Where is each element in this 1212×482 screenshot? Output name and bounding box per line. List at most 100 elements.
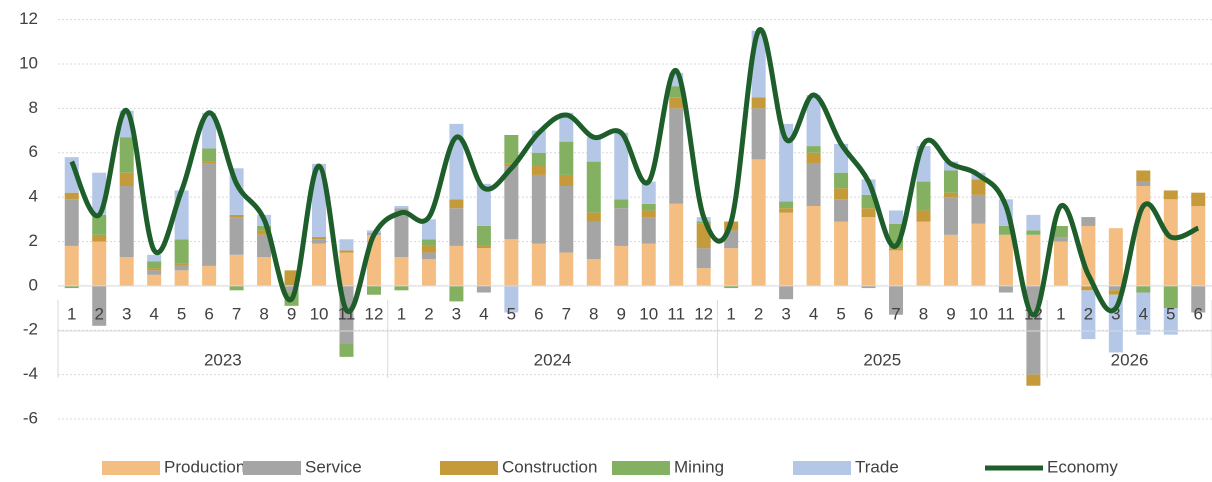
bar-segment xyxy=(476,225,491,246)
legend-label: Construction xyxy=(502,457,597,476)
bar-segment xyxy=(147,261,162,269)
y-tick-label: -4 xyxy=(23,364,38,383)
bar-segment xyxy=(1163,308,1178,335)
bar-segment xyxy=(284,285,299,293)
bar-segment xyxy=(1081,285,1096,291)
bar-segment xyxy=(202,163,217,266)
bar-segment xyxy=(229,285,244,291)
group-label: 2026 xyxy=(1111,350,1149,369)
y-tick-label: 10 xyxy=(19,53,38,72)
legend-label: Service xyxy=(305,457,362,476)
x-tick-label: 12 xyxy=(694,304,713,323)
economy-line xyxy=(69,27,1200,318)
bar-segment xyxy=(751,108,766,160)
bar-segment xyxy=(834,221,849,286)
bar-segment xyxy=(779,212,794,286)
bar-segment xyxy=(174,263,189,266)
bar-segment xyxy=(943,192,958,198)
bar-segment xyxy=(1026,374,1041,386)
bar-segment xyxy=(998,285,1013,293)
bar-segment xyxy=(641,181,656,204)
bar-segment xyxy=(147,274,162,286)
x-tick-label: 2 xyxy=(754,304,763,323)
bar-segment xyxy=(998,225,1013,235)
bar-segment xyxy=(64,285,79,289)
bar-segment xyxy=(669,203,684,286)
bar-segment xyxy=(64,192,79,200)
bar-segment xyxy=(1053,237,1068,242)
bar-segment xyxy=(943,197,958,235)
bar-segment xyxy=(531,166,546,175)
group-label: 2023 xyxy=(204,350,242,369)
bar-segment xyxy=(202,265,217,286)
bar-segment xyxy=(806,95,821,147)
bar-segment xyxy=(889,210,904,224)
bar-segment xyxy=(504,166,519,240)
bar-segment xyxy=(312,237,327,240)
x-tick-label: 10 xyxy=(969,304,988,323)
bar-segment xyxy=(229,217,244,255)
bar-segment xyxy=(64,245,79,286)
bar-segment xyxy=(861,194,876,209)
x-tick-label: 1 xyxy=(397,304,406,323)
bar-segment xyxy=(669,108,684,204)
x-tick-label: 4 xyxy=(479,304,488,323)
bar-segment xyxy=(64,199,79,246)
bar-segment xyxy=(559,112,574,142)
bar-segment xyxy=(394,205,409,209)
x-tick-label: 9 xyxy=(617,304,626,323)
bar-segment xyxy=(1163,199,1178,286)
bar-segment xyxy=(1191,205,1206,286)
x-tick-label: 6 xyxy=(864,304,873,323)
x-tick-label: 9 xyxy=(946,304,955,323)
y-tick-label: 2 xyxy=(29,231,38,250)
x-tick-label: 11 xyxy=(997,304,1015,323)
bar-segment xyxy=(614,132,629,200)
bar-segment xyxy=(806,146,821,153)
x-tick-label: 3 xyxy=(1111,304,1120,323)
bar-segment xyxy=(531,243,546,286)
bar-segment xyxy=(806,152,821,164)
bar-segment xyxy=(751,97,766,109)
bar-segment xyxy=(586,137,601,162)
x-tick-label: 7 xyxy=(232,304,241,323)
bar-segment xyxy=(696,248,711,269)
x-tick-label: 8 xyxy=(589,304,598,323)
bar-segment xyxy=(641,217,656,244)
bar-segment xyxy=(586,259,601,286)
bar-segment xyxy=(312,243,327,286)
bar-segment xyxy=(971,179,986,195)
bar-segment xyxy=(586,212,601,222)
bar-segment xyxy=(202,112,217,149)
x-tick-label: 1 xyxy=(67,304,76,323)
bar-segment xyxy=(476,245,491,249)
bar-segment xyxy=(394,257,409,286)
x-tick-label: 6 xyxy=(1194,304,1203,323)
bar-segment xyxy=(257,225,272,231)
bar-segment xyxy=(1191,192,1206,206)
bar-segment xyxy=(861,285,876,289)
bar-segment xyxy=(1136,186,1151,286)
bar-segment xyxy=(559,141,574,175)
bar-segment xyxy=(257,230,272,235)
bar-segment xyxy=(1081,217,1096,226)
bar-segment xyxy=(92,214,107,235)
y-tick-label: 12 xyxy=(19,9,38,28)
bar-segment xyxy=(202,161,217,164)
bar-segment xyxy=(147,268,162,271)
bar-segment xyxy=(339,239,354,251)
bar-segment xyxy=(916,210,931,222)
bar-segment xyxy=(1136,292,1151,335)
bar-segment xyxy=(174,239,189,264)
x-tick-label: 2 xyxy=(1084,304,1093,323)
bar-segment xyxy=(229,214,244,218)
bar-segment xyxy=(339,343,354,357)
bar-segment xyxy=(394,208,409,258)
bar-segment xyxy=(1136,285,1151,293)
bar-segment xyxy=(449,199,464,209)
bar-segment xyxy=(119,257,134,286)
bar-segment xyxy=(779,201,794,209)
x-tick-label: 12 xyxy=(365,304,384,323)
x-tick-label: 7 xyxy=(562,304,571,323)
bar-segment xyxy=(1026,214,1041,231)
